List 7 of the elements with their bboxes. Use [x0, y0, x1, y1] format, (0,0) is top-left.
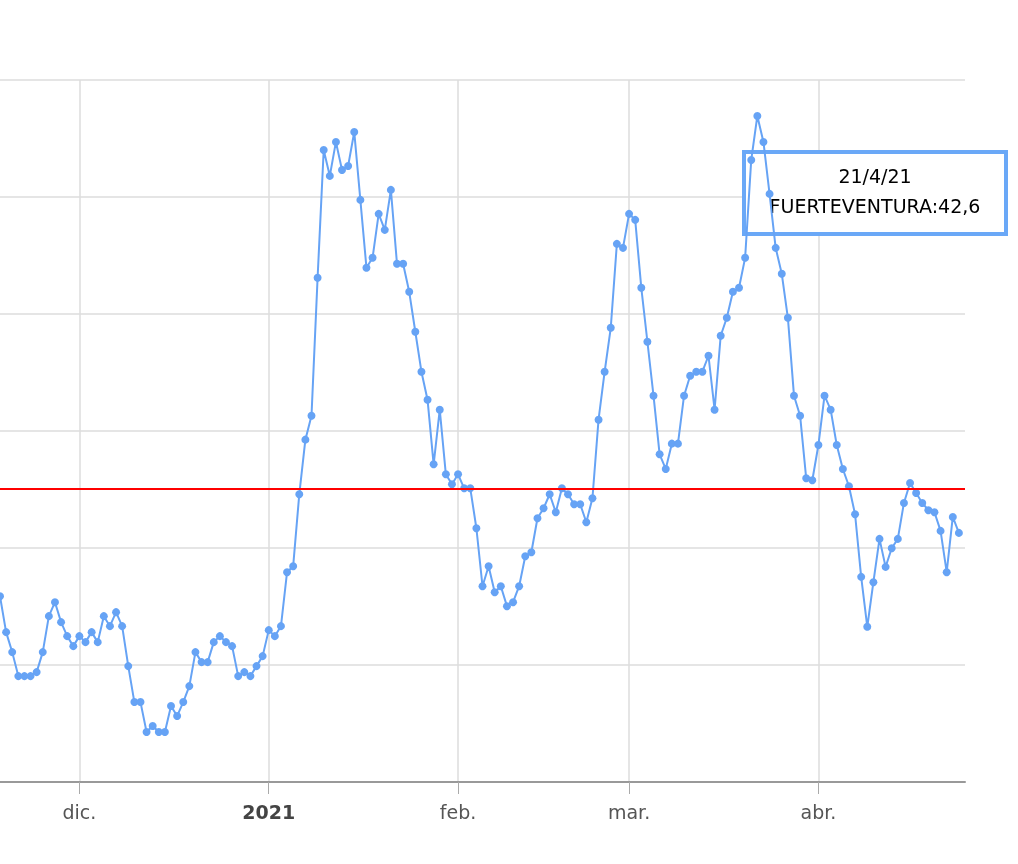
x-tick-label: dic. — [62, 800, 97, 823]
x-tick-label: 2021 — [242, 800, 296, 823]
x-tick-label: feb. — [439, 800, 477, 823]
x-tick-label: abr. — [800, 800, 837, 823]
x-tick-label: mar. — [607, 800, 651, 823]
annotation: 21/4/21 — [838, 164, 912, 187]
annotation: FUERTEVENTURA:42,6 — [769, 194, 981, 217]
